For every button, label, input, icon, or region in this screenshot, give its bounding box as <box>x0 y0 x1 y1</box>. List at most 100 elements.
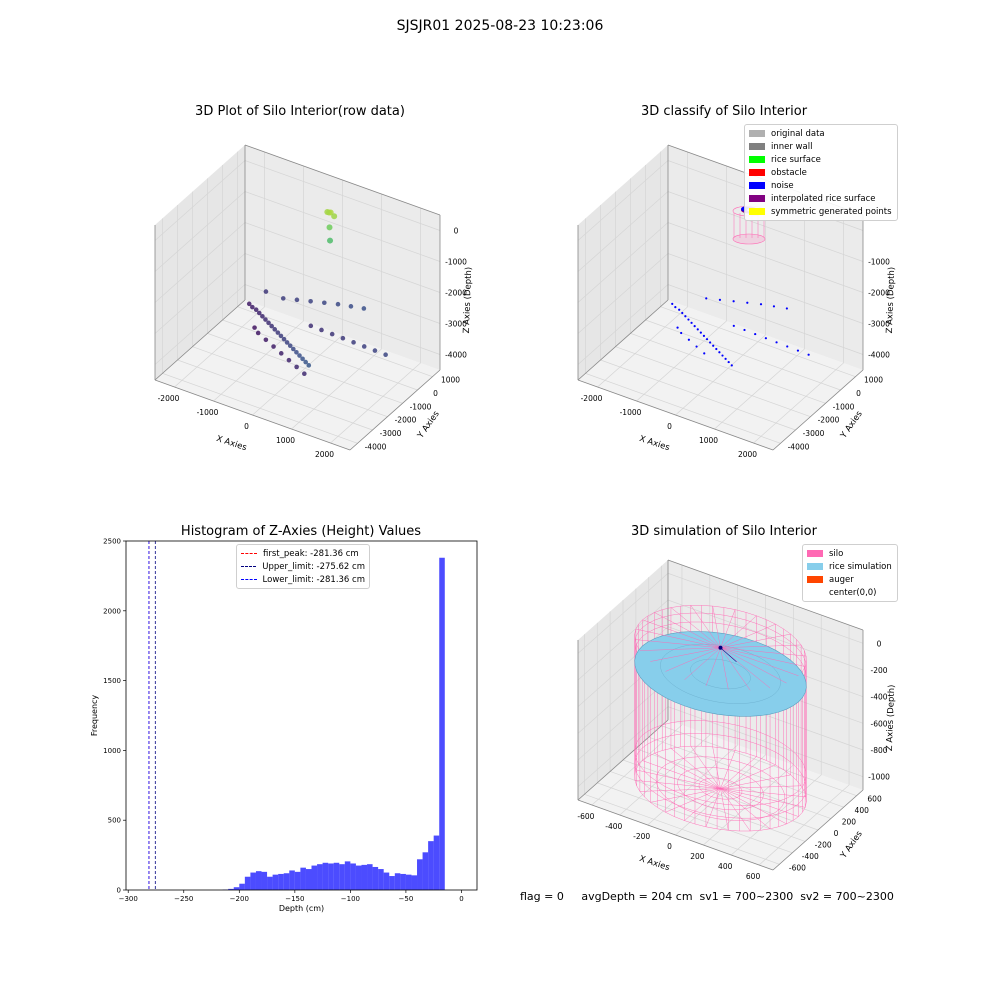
p1-data-point <box>271 344 276 349</box>
p3-legend-item: Lower_limit: -281.36 cm <box>241 573 365 586</box>
p4-z-tick-label: -800 <box>870 746 887 755</box>
histogram-bar <box>328 863 334 890</box>
p4-z-tick-label: -200 <box>870 666 887 675</box>
histogram-bar <box>344 861 351 890</box>
p4-silo-roof-spoke <box>635 628 721 649</box>
p4-legend-item: auger <box>807 573 893 586</box>
histogram-bar <box>294 871 301 890</box>
p2-noise-point <box>674 306 677 309</box>
histogram-bar <box>422 852 429 890</box>
p2-legend-label: rice surface <box>771 154 821 165</box>
p4-silo-floor-spoke <box>720 785 802 789</box>
panel-2-title: 3D classify of Silo Interior <box>640 104 808 119</box>
p4-silo-roof-spoke <box>639 647 721 651</box>
histogram-y-tick-label: 2500 <box>103 538 121 546</box>
histogram-bar <box>361 864 368 890</box>
p4-legend-item: center(0,0) <box>807 586 893 599</box>
p2-axis-edge <box>577 299 669 381</box>
histogram-x-tick-label: −250 <box>174 895 193 903</box>
p1-data-point <box>306 363 312 368</box>
p1-data-point <box>383 352 388 358</box>
p2-legend-item: obstacle <box>749 166 893 179</box>
p4-silo-floor-spoke <box>670 748 721 789</box>
histogram-bar <box>283 873 290 890</box>
p1-axis-edge <box>154 379 351 451</box>
p1-y-tick-label: -4000 <box>365 442 387 451</box>
p2-legend-item: rice surface <box>749 153 893 166</box>
p2-noise-point <box>695 345 698 348</box>
p1-data-point <box>260 313 265 319</box>
p1-data-point <box>348 304 354 309</box>
histogram-bar <box>300 867 306 890</box>
histogram-x-tick-label: −50 <box>399 895 414 903</box>
histogram-bar <box>278 873 284 890</box>
p2-noise-point <box>671 302 674 305</box>
p4-silo-roof-spoke <box>665 647 721 672</box>
histogram-bar <box>378 869 384 890</box>
p2-noise-point <box>696 328 699 331</box>
p4-silo-roof-spoke <box>720 647 807 657</box>
p4-y-tick-label: -200 <box>815 840 832 849</box>
p4-silo-floor-spoke <box>720 756 757 789</box>
p2-noise-point <box>746 301 749 304</box>
panel-4-legend: silo rice simulation auger center(0,0) <box>802 544 898 602</box>
p4-silo-floor-spoke <box>712 746 721 789</box>
p4-silo-floor-spoke <box>720 788 751 832</box>
p2-noise-point <box>786 345 789 348</box>
histogram-bar <box>255 871 262 890</box>
p2-legend-swatch <box>749 182 765 189</box>
histogram-y-tick-label: 500 <box>108 817 121 825</box>
p2-legend-label: original data <box>771 128 825 139</box>
histogram-y-axis-label: Frequency <box>90 695 99 737</box>
p2-legend-swatch <box>749 156 765 163</box>
p4-legend-item: silo <box>807 547 893 560</box>
p4-z-tick-label: 0 <box>877 639 882 648</box>
histogram-bar <box>339 864 345 890</box>
p4-axis-edge <box>772 789 864 871</box>
histogram-bar <box>244 876 251 890</box>
p2-z-tick-label: -1000 <box>868 258 890 267</box>
p4-axis-edge <box>577 799 774 871</box>
p1-z-tick-label: -3000 <box>445 320 467 329</box>
p4-silo-floor-spoke <box>720 788 807 798</box>
p4-silo-floor-spoke <box>690 746 721 789</box>
p3-legend-label: Lower_limit: -281.36 cm <box>262 574 365 585</box>
p1-data-point <box>294 349 299 355</box>
p1-data-point <box>324 208 331 215</box>
p3-legend-label: first_peak: -281.36 cm <box>263 548 359 559</box>
p1-data-point <box>255 330 261 336</box>
p2-noise-point <box>785 307 788 310</box>
histogram-bar <box>322 862 329 890</box>
p4-silo-floor-spoke <box>720 788 771 830</box>
p3-legend-line <box>241 579 257 580</box>
histogram-bar <box>311 865 318 890</box>
p4-silo-ring <box>634 733 807 819</box>
p2-legend-label: obstacle <box>771 167 807 178</box>
p2-noise-point <box>681 311 684 315</box>
p2-grid-x <box>636 166 727 402</box>
p4-silo-roof-spoke <box>720 615 757 648</box>
histogram-bar <box>405 874 412 890</box>
p1-x-tick-label: -2000 <box>158 394 180 403</box>
p4-grid-x <box>619 575 711 816</box>
p4-silo-floor-spoke <box>635 769 721 789</box>
panel-2-legend: original data inner wall rice surface obsta… <box>744 124 898 221</box>
p2-noise-point <box>754 332 757 336</box>
histogram-bar <box>372 866 379 890</box>
p1-data-point <box>263 289 269 294</box>
p2-y-tick-label: 1000 <box>864 376 883 385</box>
p2-noise-point <box>680 331 683 335</box>
p2-legend-swatch <box>749 143 765 150</box>
histogram-bar <box>428 841 434 890</box>
p4-silo-floor-spoke <box>720 788 806 808</box>
histogram-bar <box>355 865 362 890</box>
p4-axis-edge <box>667 559 864 631</box>
p1-data-point <box>263 337 269 343</box>
p4-legend-label: silo <box>829 548 844 559</box>
p2-noise-point <box>730 364 733 367</box>
histogram-x-tick-label: −150 <box>285 895 304 903</box>
p4-legend-label: center(0,0) <box>829 587 877 598</box>
p2-grid-x <box>714 194 805 430</box>
p2-noise-point <box>712 344 715 347</box>
p1-z-tick-label: -2000 <box>445 289 467 298</box>
